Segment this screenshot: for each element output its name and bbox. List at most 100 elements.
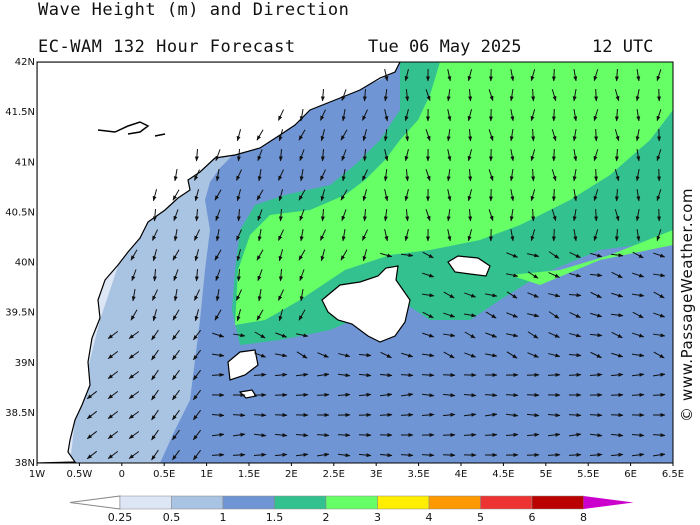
direction-arrow <box>509 208 514 222</box>
direction-arrow <box>573 149 578 162</box>
direction-arrow <box>548 311 560 319</box>
direction-arrow <box>526 432 540 437</box>
legend-label: 4 <box>426 511 433 524</box>
direction-arrow <box>611 352 624 358</box>
direction-arrow <box>593 109 599 122</box>
direction-arrow <box>172 189 180 201</box>
direction-arrow <box>215 229 220 242</box>
direction-arrow <box>421 412 435 417</box>
direction-arrow <box>274 372 288 377</box>
direction-arrow <box>569 272 582 278</box>
iberia-land <box>37 62 401 463</box>
direction-arrow <box>631 353 645 358</box>
direction-arrow <box>192 329 202 341</box>
direction-arrow <box>383 128 388 142</box>
direction-arrow <box>299 229 304 242</box>
lon-tick-label: 0.5W <box>67 469 93 480</box>
direction-arrow <box>531 128 536 142</box>
direction-arrow <box>527 352 539 358</box>
direction-arrow <box>551 209 557 222</box>
direction-arrow <box>590 252 603 258</box>
direction-arrow <box>299 289 304 302</box>
direction-arrow <box>421 353 435 358</box>
direction-arrow <box>653 291 665 299</box>
direction-arrow <box>340 129 348 141</box>
direction-arrow <box>594 168 599 182</box>
direction-arrow <box>421 373 435 378</box>
direction-arrow <box>337 433 351 438</box>
lat-tick-label: 41.5N <box>5 107 35 118</box>
direction-arrow <box>107 330 119 340</box>
direction-arrow <box>295 372 309 377</box>
direction-arrow <box>468 208 473 222</box>
direction-arrow <box>295 392 309 397</box>
lon-tick-label: 6E <box>624 469 637 480</box>
direction-arrow <box>422 311 434 319</box>
direction-arrow <box>296 333 309 338</box>
direction-arrow <box>362 249 368 262</box>
forecast-date: Tue 06 May 2025 <box>368 37 522 57</box>
direction-arrow <box>173 269 179 282</box>
direction-arrow <box>594 88 599 102</box>
direction-arrow <box>275 332 288 338</box>
direction-arrow <box>298 309 306 321</box>
direction-arrow <box>400 253 414 258</box>
direction-arrow <box>442 412 456 417</box>
direction-arrow <box>194 229 200 241</box>
direction-arrow <box>128 391 140 399</box>
direction-arrow <box>572 129 577 142</box>
direction-arrow <box>551 148 556 162</box>
legend-swatch <box>428 495 481 510</box>
direction-arrow <box>422 272 435 278</box>
direction-arrow <box>253 452 267 457</box>
lon-tick-label: 1E <box>200 469 213 480</box>
direction-arrow <box>362 109 368 121</box>
direction-arrow <box>442 333 456 338</box>
direction-arrow <box>611 331 623 339</box>
direction-arrow <box>236 229 242 241</box>
direction-arrow <box>425 209 431 222</box>
direction-arrow <box>236 208 241 222</box>
lat-tick-label: 39N <box>15 358 35 369</box>
direction-arrow <box>194 309 200 322</box>
direction-arrow <box>548 353 561 358</box>
direction-arrow <box>510 189 515 202</box>
direction-arrow <box>463 432 477 437</box>
direction-arrow <box>548 251 560 259</box>
direction-arrow <box>594 208 599 222</box>
svg-text:© www.PassageWeather.com: © www.PassageWeather.com <box>678 188 696 422</box>
direction-arrow <box>653 312 666 318</box>
direction-arrow <box>278 309 284 322</box>
direction-arrow <box>404 109 409 122</box>
direction-arrow <box>278 129 284 142</box>
direction-arrow <box>506 273 519 278</box>
direction-arrow <box>447 109 452 122</box>
direction-arrow <box>509 168 514 182</box>
direction-arrow <box>194 169 200 181</box>
direction-arrow <box>589 273 603 278</box>
direction-arrow <box>547 432 561 437</box>
legend-label: 8 <box>580 511 587 524</box>
direction-arrow <box>530 109 536 122</box>
direction-arrow <box>215 209 221 222</box>
direction-arrow <box>278 289 284 301</box>
direction-arrow <box>631 433 645 438</box>
copyright-notice: © www.PassageWeather.com <box>678 188 696 422</box>
direction-arrow <box>593 229 599 242</box>
direction-arrow <box>211 432 225 437</box>
direction-arrow <box>298 249 306 261</box>
direction-arrow <box>530 69 536 82</box>
direction-arrow <box>379 373 393 378</box>
direction-arrow <box>632 311 644 319</box>
direction-arrow <box>506 252 519 258</box>
direction-arrow <box>447 189 452 202</box>
direction-arrow <box>172 429 180 441</box>
direction-arrow <box>468 168 473 182</box>
lon-tick-label: 2.5E <box>323 469 345 480</box>
direction-arrow <box>547 413 561 418</box>
direction-arrow <box>568 432 582 437</box>
direction-arrow <box>636 188 641 202</box>
direction-arrow <box>256 249 264 261</box>
legend-label: 5 <box>477 511 484 524</box>
lon-tick-label: 0.5E <box>153 469 175 480</box>
